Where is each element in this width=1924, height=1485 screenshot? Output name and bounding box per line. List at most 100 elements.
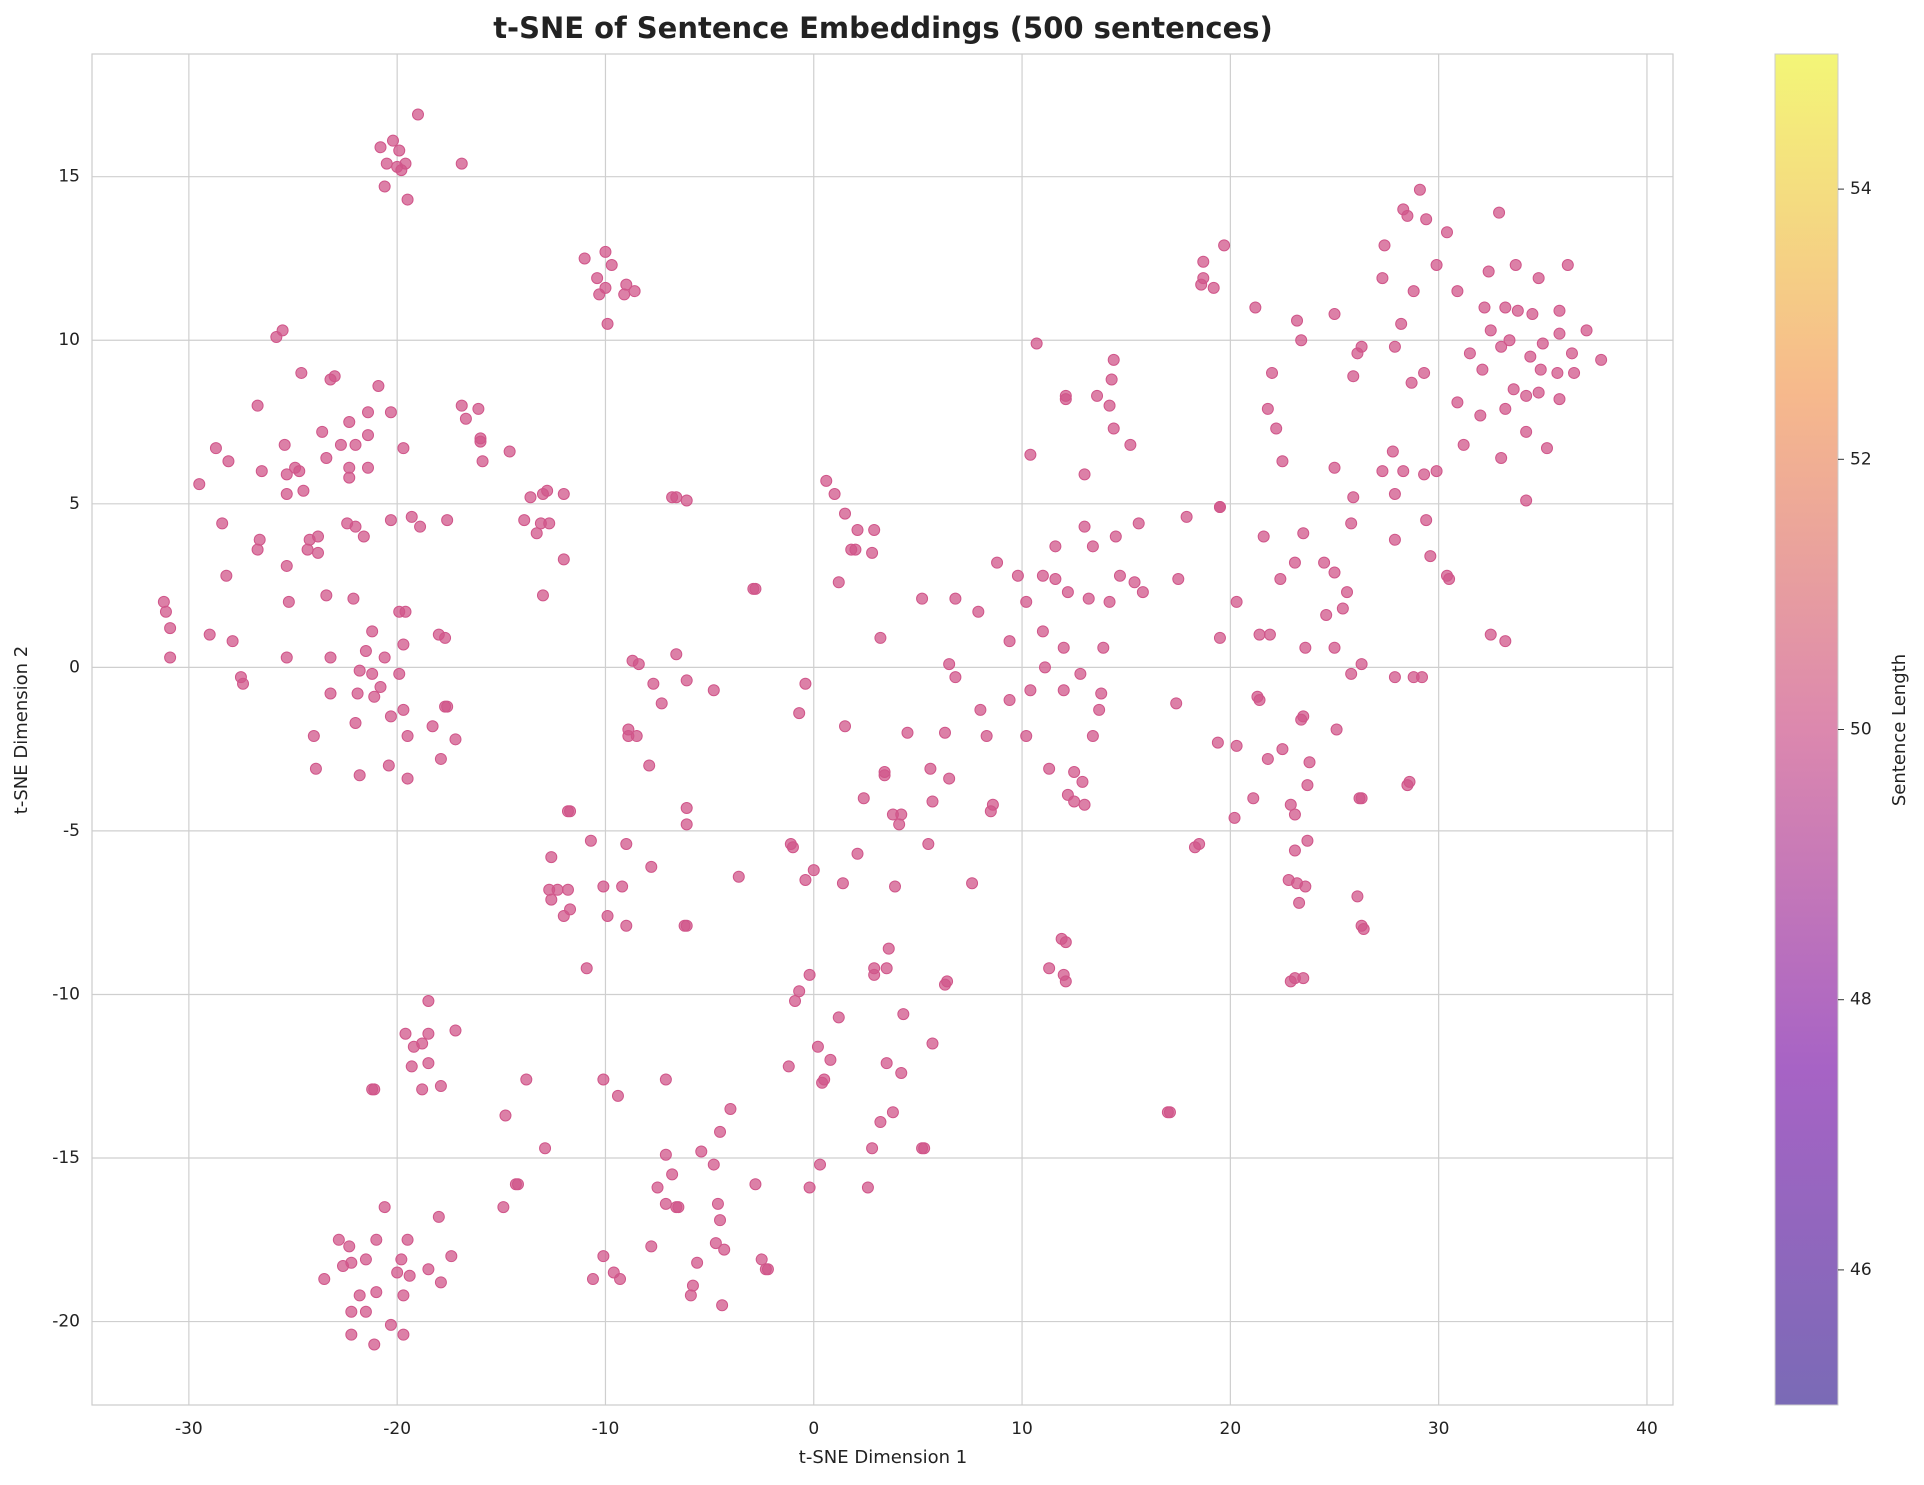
point bbox=[1024, 448, 1037, 461]
point bbox=[747, 582, 760, 595]
point bbox=[1049, 540, 1062, 553]
y-tick-label: 5 bbox=[69, 494, 80, 514]
point bbox=[1301, 834, 1314, 847]
point bbox=[1524, 350, 1537, 363]
point bbox=[880, 1057, 893, 1070]
point bbox=[611, 1089, 624, 1102]
point bbox=[520, 1073, 533, 1086]
point bbox=[368, 1083, 381, 1096]
point bbox=[1595, 353, 1608, 366]
point bbox=[1357, 923, 1370, 936]
point bbox=[557, 487, 570, 500]
point bbox=[393, 144, 406, 157]
point bbox=[1049, 573, 1062, 586]
point bbox=[984, 805, 997, 818]
point bbox=[1551, 366, 1564, 379]
point bbox=[370, 1286, 383, 1299]
point bbox=[597, 880, 610, 893]
point bbox=[1328, 641, 1341, 654]
point bbox=[1520, 425, 1533, 438]
point bbox=[1463, 347, 1476, 360]
point bbox=[1078, 798, 1091, 811]
point bbox=[220, 569, 233, 582]
point bbox=[1401, 209, 1414, 222]
point bbox=[384, 1318, 397, 1331]
point bbox=[599, 245, 612, 258]
point bbox=[545, 851, 558, 864]
point bbox=[1093, 703, 1106, 716]
point bbox=[1395, 317, 1408, 330]
point bbox=[616, 880, 629, 893]
point bbox=[1509, 258, 1522, 271]
point bbox=[597, 1250, 610, 1263]
point bbox=[541, 484, 554, 497]
point bbox=[1430, 258, 1443, 271]
point bbox=[807, 864, 820, 877]
point bbox=[839, 720, 852, 733]
point bbox=[455, 157, 468, 170]
point bbox=[1405, 376, 1418, 389]
point bbox=[1249, 301, 1262, 314]
point bbox=[839, 507, 852, 520]
point bbox=[374, 141, 387, 154]
point bbox=[497, 1201, 510, 1214]
point bbox=[397, 1328, 410, 1341]
point bbox=[966, 877, 979, 890]
point bbox=[599, 281, 612, 294]
point bbox=[222, 455, 235, 468]
point bbox=[605, 258, 618, 271]
point bbox=[324, 687, 337, 700]
point bbox=[349, 716, 362, 729]
point bbox=[1499, 635, 1512, 648]
point bbox=[888, 880, 901, 893]
point bbox=[1553, 327, 1566, 340]
point bbox=[1036, 569, 1049, 582]
point bbox=[938, 978, 951, 991]
point bbox=[511, 1178, 524, 1191]
point bbox=[1482, 265, 1495, 278]
point bbox=[280, 487, 293, 500]
y-axis-label: t-SNE Dimension 2 bbox=[11, 646, 32, 814]
point bbox=[422, 1263, 435, 1276]
point bbox=[1103, 595, 1116, 608]
point bbox=[718, 1243, 731, 1256]
point bbox=[1003, 635, 1016, 648]
point bbox=[353, 769, 366, 782]
point bbox=[557, 553, 570, 566]
point bbox=[422, 995, 435, 1008]
point bbox=[318, 1273, 331, 1286]
point bbox=[561, 883, 574, 896]
point bbox=[1211, 736, 1224, 749]
point bbox=[1303, 756, 1316, 769]
x-tick-label: 0 bbox=[808, 1419, 819, 1439]
point bbox=[1499, 301, 1512, 314]
point bbox=[1499, 402, 1512, 415]
point bbox=[1397, 465, 1410, 478]
point bbox=[1230, 595, 1243, 608]
point bbox=[1565, 347, 1578, 360]
plot-frame bbox=[91, 53, 1674, 1406]
point bbox=[1532, 386, 1545, 399]
point bbox=[1495, 340, 1508, 353]
point bbox=[1078, 520, 1091, 533]
point bbox=[949, 592, 962, 605]
point bbox=[866, 546, 879, 559]
point bbox=[949, 671, 962, 684]
point bbox=[1424, 550, 1437, 563]
point bbox=[1457, 438, 1470, 451]
point bbox=[1484, 628, 1497, 641]
point bbox=[714, 1125, 727, 1138]
point bbox=[1328, 461, 1341, 474]
colorbar-tick-label: 46 bbox=[1850, 1260, 1872, 1280]
point bbox=[1520, 494, 1533, 507]
point bbox=[680, 802, 693, 815]
point bbox=[1247, 792, 1260, 805]
point bbox=[1451, 285, 1464, 298]
x-tick-label: -30 bbox=[175, 1419, 203, 1439]
point bbox=[707, 1158, 720, 1171]
point bbox=[164, 622, 177, 635]
point bbox=[868, 968, 881, 981]
point bbox=[1253, 694, 1266, 707]
colorbar-tick-label: 54 bbox=[1850, 179, 1872, 199]
point bbox=[157, 595, 170, 608]
